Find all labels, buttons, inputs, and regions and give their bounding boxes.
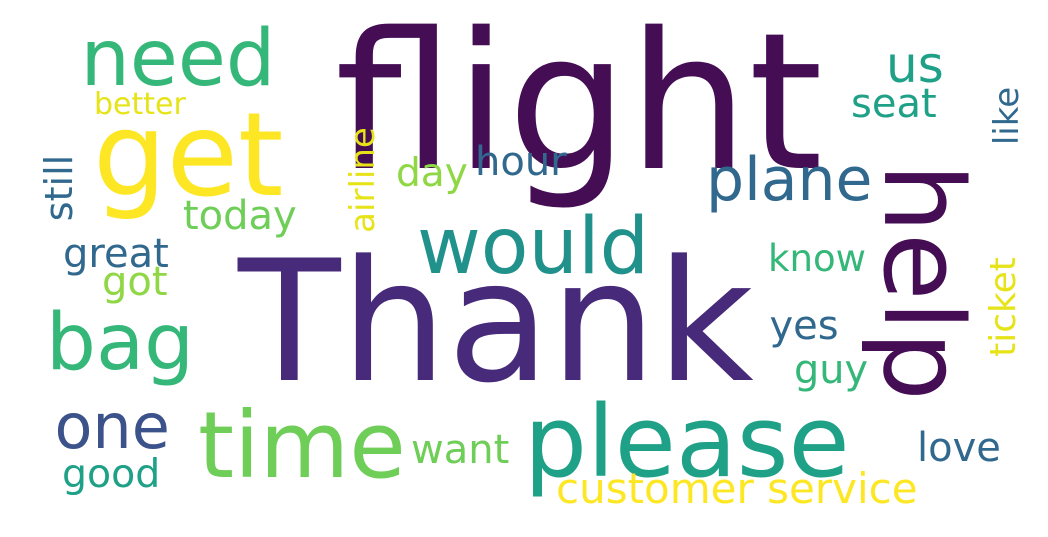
word-great: great [63,231,169,277]
word-help: help [858,163,987,401]
word-airline: airline [342,127,383,233]
word-got: got [102,259,168,305]
word-yes: yes [769,303,839,349]
word-still: still [37,154,82,222]
word-thank: Thank [238,224,754,420]
word-know: know [768,236,866,280]
word-hour: hour [475,139,567,185]
word-bag: bag [46,295,195,388]
word-would: would [417,202,650,292]
word-like: like [987,86,1028,146]
word-seat: seat [851,81,937,127]
word-flight: flight [335,0,823,213]
word-get: get [93,88,284,223]
word-us: us [886,36,944,94]
word-today: today [183,193,297,239]
word-guy: guy [794,347,869,393]
word-good: good [62,450,161,497]
word-plane: plane [706,145,873,215]
word-ticket: ticket [982,257,1024,357]
word-one: one [54,390,170,463]
word-customer-service: customer service [556,464,918,513]
word-want: want [411,427,510,473]
word-day: day [396,150,468,196]
word-better: better [94,87,186,122]
word-time: time [198,392,406,499]
word-need: need [80,14,276,104]
word-please: please [524,384,850,500]
word-love: love [917,425,1001,471]
